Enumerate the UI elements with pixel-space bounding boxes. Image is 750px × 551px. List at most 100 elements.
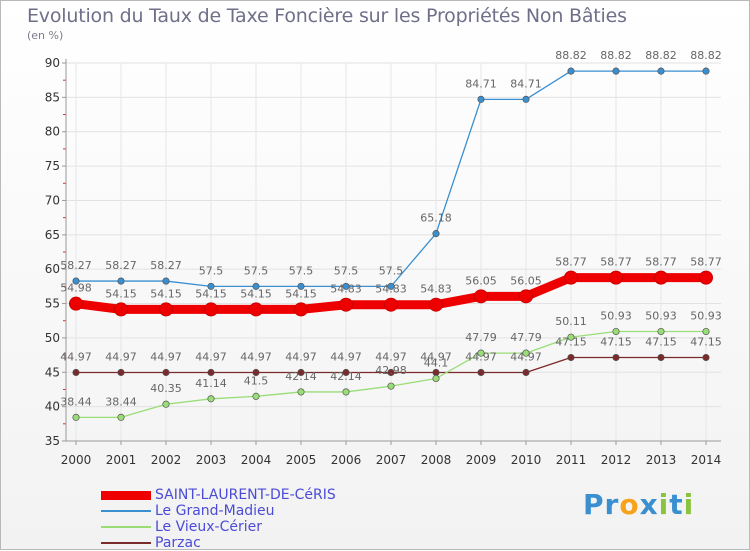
x-tick-label: 2012 (601, 453, 632, 467)
data-point (432, 374, 440, 383)
data-label: 56.05 (465, 274, 497, 287)
data-point (207, 282, 215, 290)
data-label: 38.44 (105, 395, 137, 408)
data-label: 58.77 (600, 256, 632, 269)
data-label: 44.97 (375, 350, 407, 363)
data-point (339, 297, 353, 312)
data-label: 44.97 (510, 350, 542, 363)
data-point (702, 67, 710, 75)
data-point (522, 349, 530, 357)
x-tick-label: 2014 (691, 453, 722, 467)
data-label: 44.97 (195, 350, 227, 363)
logo-letter: i (658, 488, 670, 521)
legend-label: Parzac (155, 535, 201, 551)
axes: 35 40 45 50 55 60 65 70 75 80 85 90 2000 2001 2002 2003… (45, 56, 722, 467)
y-tick-label: 45 (45, 365, 60, 379)
x-tick-label: 2000 (61, 453, 92, 467)
x-tick-label: 2010 (511, 453, 542, 467)
data-point (252, 282, 260, 290)
data-label: 44.97 (465, 350, 497, 363)
data-label: 50.93 (690, 310, 722, 323)
data-point (72, 368, 80, 377)
data-label: 40.35 (150, 382, 182, 395)
x-tick-label: 2007 (376, 453, 407, 467)
x-tick-label: 2005 (286, 453, 317, 467)
y-tick-label: 55 (45, 297, 60, 311)
logo-letter: r (604, 488, 620, 521)
data-point (342, 282, 350, 290)
data-label: 50.11 (555, 315, 587, 328)
data-label: 57.5 (334, 264, 359, 277)
legend-swatch (101, 542, 151, 544)
data-point (69, 296, 83, 311)
y-tick-label: 75 (45, 159, 60, 173)
data-point (387, 282, 395, 290)
data-point (612, 67, 620, 75)
data-point (117, 277, 125, 285)
data-point (162, 368, 170, 377)
data-point (204, 302, 218, 317)
data-label: 58.27 (150, 259, 182, 272)
data-label: 54.15 (105, 287, 137, 300)
data-point (522, 95, 530, 103)
data-label: 88.82 (645, 49, 677, 62)
data-label: 44.97 (330, 350, 362, 363)
data-label: 58.77 (645, 256, 677, 269)
data-point (567, 353, 575, 362)
data-label: 44.1 (424, 356, 449, 369)
data-point (699, 270, 713, 285)
x-tick-label: 2003 (196, 453, 227, 467)
data-labels: 54.98 54.15 54.15 54.15 54.15 54.15 54.83 54.83… (60, 49, 722, 408)
data-point (429, 297, 443, 312)
data-label: 88.82 (555, 49, 587, 62)
data-point (117, 413, 125, 421)
data-label: 54.83 (375, 283, 407, 296)
data-label: 54.83 (420, 283, 452, 296)
data-point (567, 333, 575, 341)
data-label: 47.15 (645, 335, 677, 348)
data-point (294, 302, 308, 317)
y-tick-label: 90 (45, 56, 60, 70)
data-point (207, 368, 215, 377)
data-label: 47.79 (465, 331, 497, 344)
legend-swatch (101, 510, 151, 512)
legend-label: SAINT-LAURENT-DE-CéRIS (155, 487, 336, 503)
data-label: 58.77 (555, 256, 587, 269)
data-point (72, 413, 80, 421)
data-label: 54.15 (150, 287, 182, 300)
data-label: 50.93 (645, 310, 677, 323)
data-point (114, 302, 128, 317)
data-point (612, 353, 620, 362)
data-label: 44.97 (285, 350, 317, 363)
data-point (612, 327, 620, 336)
data-point (654, 270, 668, 285)
data-label: 47.15 (555, 335, 587, 348)
data-label: 54.98 (60, 282, 92, 295)
data-label: 50.93 (600, 310, 632, 323)
data-label: 44.97 (105, 350, 137, 363)
data-point (432, 368, 440, 377)
data-point (207, 395, 215, 403)
logo-letter: P (583, 488, 605, 521)
data-point (72, 277, 80, 285)
data-label: 88.82 (600, 49, 632, 62)
data-point (474, 289, 488, 304)
legend-swatch (101, 526, 151, 528)
data-label: 44.97 (150, 350, 182, 363)
data-point (387, 382, 395, 390)
chart-title: Evolution du Taux de Taxe Foncière sur l… (27, 5, 627, 27)
data-point (342, 388, 350, 396)
data-label: 47.15 (690, 335, 722, 348)
data-point (702, 353, 710, 362)
data-label: 42.98 (375, 364, 407, 377)
grid (66, 62, 721, 442)
data-label: 57.5 (199, 264, 224, 277)
data-label: 84.71 (465, 77, 497, 90)
data-point (477, 368, 485, 377)
data-point (252, 392, 260, 400)
x-tick-label: 2002 (151, 453, 182, 467)
x-tick-label: 2011 (556, 453, 587, 467)
data-point (477, 95, 485, 103)
